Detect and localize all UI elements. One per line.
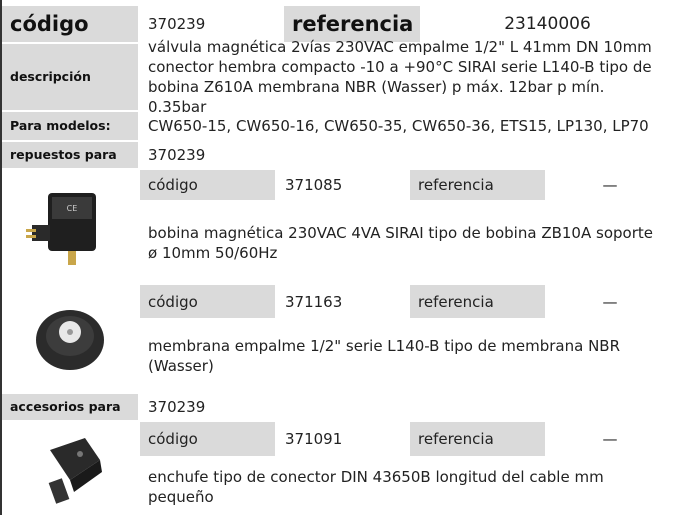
item-code-label: código	[140, 170, 275, 200]
description-text: válvula magnética 2vías 230VAC empalme 1…	[148, 38, 652, 116]
item-text: membrana empalme 1/2" serie L140-B tipo …	[148, 337, 621, 375]
item-code-label: código	[140, 422, 275, 456]
code-value: 370239	[148, 15, 206, 33]
item-text: bobina magnética 230VAC 4VA SIRAI tipo d…	[148, 223, 653, 262]
item-text: enchufe tipo de conector DIN 43650B long…	[148, 467, 604, 506]
item-ref-label: referencia	[410, 285, 545, 318]
coil-image: CE	[26, 193, 96, 265]
accessories-code: 370239	[148, 398, 206, 416]
reference-value: 23140006	[504, 14, 591, 34]
item-code: 371085	[285, 176, 343, 194]
svg-text:CE: CE	[67, 204, 78, 213]
spares-code: 370239	[148, 146, 206, 164]
item-code: 371091	[285, 430, 343, 448]
item-ref-label: referencia	[410, 422, 545, 456]
code-label: código	[2, 6, 138, 42]
item-ref: —	[602, 292, 618, 311]
item-code-label: código	[140, 285, 275, 318]
membrane-image	[36, 310, 104, 370]
models-text: CW650-15, CW650-16, CW650-35, CW650-36, …	[148, 117, 649, 135]
item-ref: —	[602, 430, 618, 448]
item-ref-label: referencia	[410, 170, 545, 200]
models-label: Para modelos:	[2, 112, 138, 140]
description-label: descripción	[2, 44, 138, 110]
reference-label: referencia	[284, 6, 420, 42]
item-ref: —	[602, 176, 618, 194]
left-rule	[0, 0, 2, 515]
spares-label: repuestos para	[2, 142, 138, 168]
item-code: 371163	[285, 292, 343, 311]
accessories-label: accesorios para	[2, 394, 138, 420]
connector-image	[48, 438, 102, 504]
